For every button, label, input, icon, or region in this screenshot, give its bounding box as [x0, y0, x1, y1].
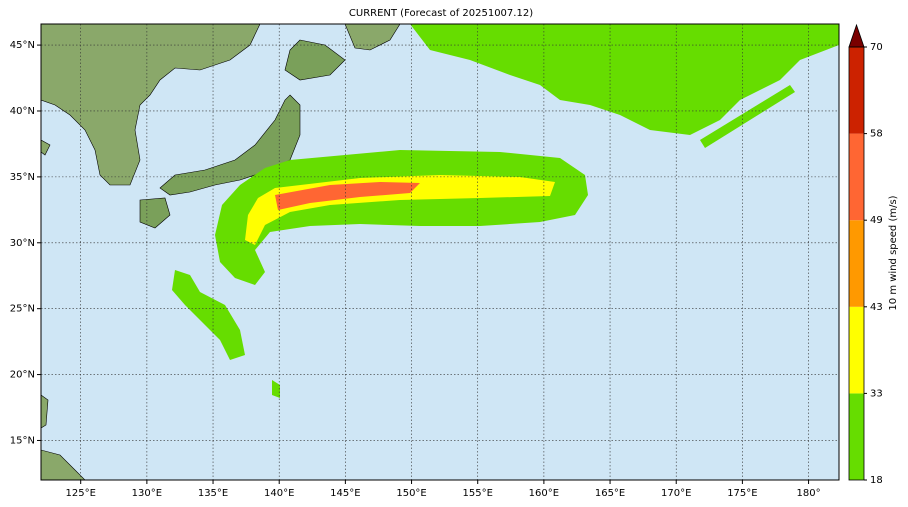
japan	[139, 39, 346, 229]
colorbar-segment	[849, 47, 864, 134]
lon-tick-label: 175°E	[727, 488, 757, 499]
colorbar-tick-label: 18	[870, 475, 883, 486]
lon-tick-label: 140°E	[264, 488, 294, 499]
lon-tick-label: 180°	[797, 488, 821, 499]
lon-tick-label: 165°E	[595, 488, 625, 499]
colorbar-segment	[849, 393, 864, 480]
colorbar-tick-label: 43	[870, 302, 883, 313]
lon-tick-label: 150°E	[396, 488, 426, 499]
wind-field-south	[172, 270, 280, 398]
wind-field-north	[410, 24, 839, 135]
lon-tick-label: 160°E	[529, 488, 559, 499]
map-frame	[40, 23, 840, 481]
islands	[41, 139, 86, 480]
lon-tick-label: 125°E	[65, 488, 95, 499]
lat-tick-label: 30°N	[10, 238, 35, 249]
grid	[41, 24, 839, 480]
lat-tick-label: 25°N	[10, 304, 35, 315]
colorbar-segment	[849, 220, 864, 307]
lon-tick-label: 155°E	[463, 488, 493, 499]
colorbar-tick-label: 58	[870, 129, 883, 140]
lon-tick-label: 170°E	[661, 488, 691, 499]
map-title: CURRENT (Forecast of 20251007.12)	[349, 8, 533, 19]
colorbar-segment	[849, 133, 864, 221]
map-body	[41, 24, 839, 480]
colorbar-tick-label: 33	[870, 388, 883, 399]
colorbar: 18 33 43 49 58 70	[848, 23, 883, 486]
colorbar-frame	[848, 46, 865, 481]
kuril	[344, 24, 401, 51]
wind-max	[275, 182, 420, 210]
lat-tick-label: 40°N	[10, 106, 35, 117]
lon-tick-label: 145°E	[330, 488, 360, 499]
colorbar-segment	[849, 306, 864, 394]
colorbar-extend	[848, 23, 865, 48]
lat-tick-label: 15°N	[10, 435, 35, 446]
colorbar-label: 10 m wind speed (m/s)	[888, 195, 899, 310]
lon-tick-label: 130°E	[132, 488, 162, 499]
lat-tick-label: 20°N	[10, 370, 35, 381]
lat-tick-label: 45°N	[10, 40, 35, 51]
colorbar-tick-label: 70	[870, 42, 883, 53]
lon-tick-label: 135°E	[198, 488, 228, 499]
lat-tick-label: 35°N	[10, 172, 35, 183]
colorbar-tick-label: 49	[870, 215, 883, 226]
wind-streaks	[700, 85, 795, 148]
mainland-asia	[41, 24, 261, 186]
